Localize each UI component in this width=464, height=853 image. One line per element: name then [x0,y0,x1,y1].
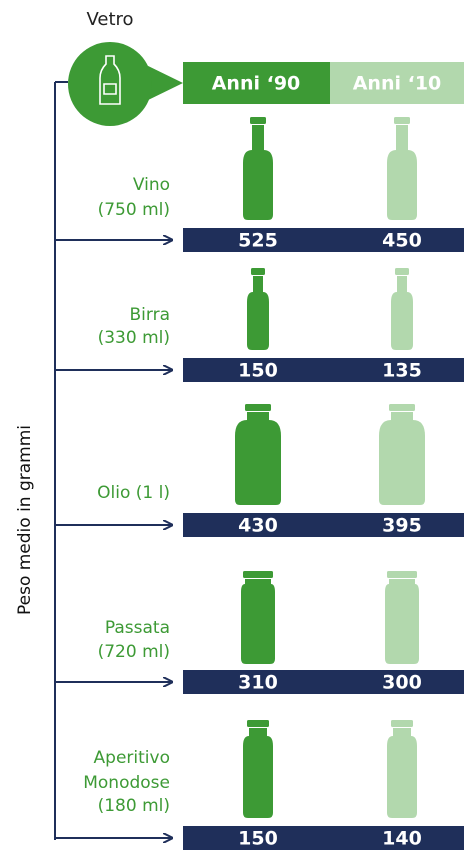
bottle [385,579,419,664]
item-label: (330 ml) [98,328,170,348]
value: 310 [238,672,278,694]
bottle-icon [99,55,121,105]
bottle [247,276,269,350]
bottle [241,579,275,664]
bottle-cap [251,268,265,275]
column-header: Anni ‘90 [212,73,301,95]
column-header: Anni ‘10 [353,73,442,95]
bottle-cap [394,117,410,124]
value: 395 [382,515,422,537]
value-bar [183,513,464,537]
bottle [235,412,281,505]
value: 135 [382,360,422,382]
bottle-cap [245,404,271,411]
bottle [379,412,425,505]
bottle-cap [391,720,413,727]
title: Vetro [86,9,133,30]
item-label: Passata [105,618,170,638]
item-label: (720 ml) [98,642,170,662]
value: 140 [382,828,422,850]
bottle-cap [387,571,417,578]
value: 150 [238,828,278,850]
bottle [243,728,273,818]
value-bar [183,358,464,382]
bottle-cap [389,404,415,411]
value-bar [183,228,464,252]
item-label: (750 ml) [98,200,170,220]
item-label: (180 ml) [98,796,170,816]
item-label: Vino [133,175,170,195]
value: 525 [238,230,278,252]
value: 300 [382,672,422,694]
bottle [243,125,273,220]
item-label: Aperitivo [94,748,170,768]
bottle-cap [250,117,266,124]
bottle-cap [243,571,273,578]
column-header-bg [330,62,464,104]
column-header-bg [183,62,330,104]
axis-label: Peso medio in grammi [15,425,35,615]
value-bar [183,826,464,850]
value: 150 [238,360,278,382]
bottle [387,728,417,818]
bottle [387,125,417,220]
value: 450 [382,230,422,252]
item-label: Olio (1 l) [97,483,170,503]
value-bar [183,670,464,694]
item-label: Monodose [83,773,170,793]
item-label: Birra [130,305,170,325]
bottle-cap [395,268,409,275]
bottle-cap [247,720,269,727]
value: 430 [238,515,278,537]
bottle [391,276,413,350]
